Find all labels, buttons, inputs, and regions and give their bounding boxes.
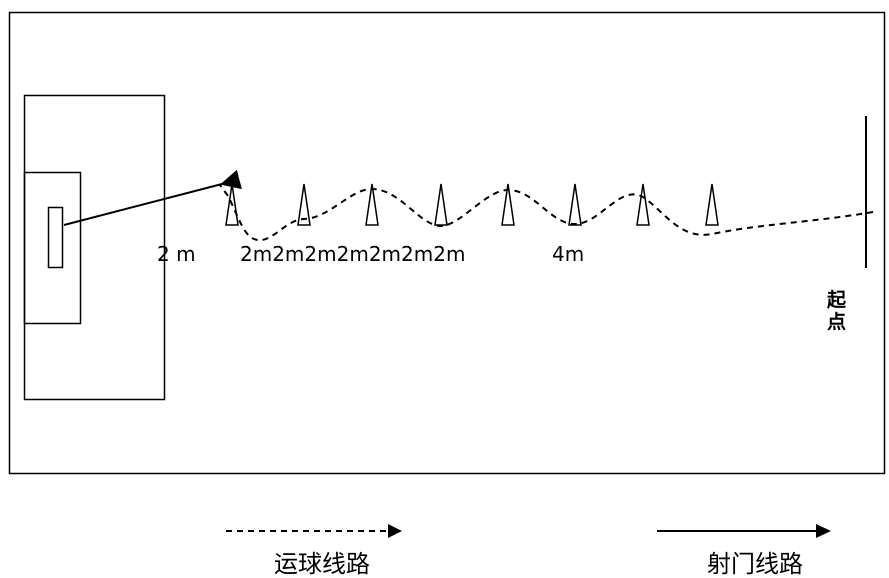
start-label-bottom: 点 <box>827 311 846 333</box>
cone-8 <box>705 183 719 226</box>
shot-route <box>63 169 242 226</box>
legend: 运球线路 射门线路 <box>226 524 831 578</box>
field-boundary <box>8 11 886 475</box>
legend-shot-arrowhead <box>816 524 831 538</box>
start-label-top: 起 <box>826 289 847 311</box>
cones <box>225 183 719 226</box>
distance-label-cone-spacing: 2m2m2m2m2m2m2m <box>240 242 465 266</box>
legend-dribble-arrowhead <box>388 524 402 538</box>
legend-dribble-label: 运球线路 <box>274 550 370 578</box>
legend-shot-label: 射门线路 <box>707 550 803 578</box>
dribble-route <box>219 184 874 242</box>
distance-label-2m-first: 2 m <box>157 242 196 266</box>
cone-5 <box>501 183 515 226</box>
goal <box>47 206 64 269</box>
goal-area <box>23 171 82 325</box>
cone-7 <box>636 183 650 226</box>
cone-2 <box>297 183 311 226</box>
cone-3 <box>365 183 379 226</box>
distance-label-4m: 4m <box>552 242 584 266</box>
